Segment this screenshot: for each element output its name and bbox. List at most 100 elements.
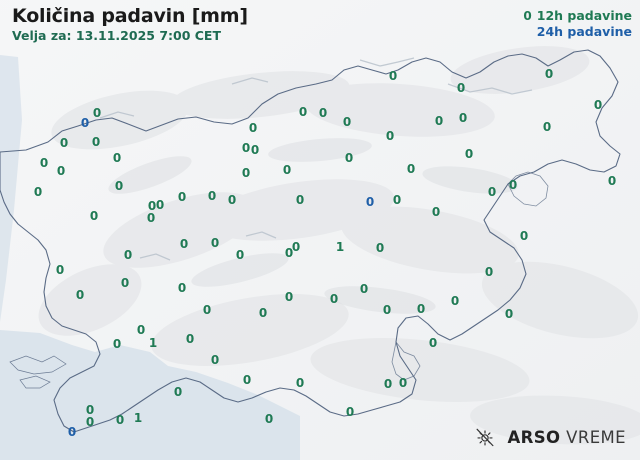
station-value[interactable]: 0 — [385, 129, 395, 143]
station-value[interactable]: 0 — [33, 185, 43, 199]
station-value[interactable]: 0 — [431, 205, 441, 219]
station-value[interactable]: 0 — [375, 241, 385, 255]
station-value[interactable]: 0 — [383, 377, 393, 391]
station-value[interactable]: 0 — [114, 179, 124, 193]
coast-detail — [9, 355, 67, 389]
legend-label-12h: 12h padavine — [536, 8, 632, 23]
station-value[interactable]: 0 — [295, 376, 305, 390]
station-value[interactable]: 0 — [227, 193, 237, 207]
station-value[interactable]: 0 — [607, 174, 617, 188]
station-value[interactable]: 0 — [508, 178, 518, 192]
legend-item-24h: 0 24h padavine — [523, 24, 632, 40]
station-value[interactable]: 1 — [148, 336, 158, 350]
station-value[interactable]: 1 — [133, 411, 143, 425]
station-value[interactable]: 0 — [39, 156, 49, 170]
station-value[interactable]: 0 — [284, 246, 294, 260]
station-value[interactable]: 0 — [177, 190, 187, 204]
station-value[interactable]: 0 — [115, 413, 125, 427]
relief-shading — [38, 46, 640, 451]
brand-arso: ARSO — [507, 427, 561, 447]
station-value[interactable]: 0 — [202, 303, 212, 317]
station-value[interactable]: 0 — [456, 81, 466, 95]
legend: 0 12h padavine 0 24h padavine — [523, 8, 632, 40]
station-value[interactable]: 0 — [264, 412, 274, 426]
station-value[interactable]: 0 — [146, 211, 156, 225]
station-value[interactable]: 0 — [458, 111, 468, 125]
station-value[interactable]: 0 — [388, 69, 398, 83]
slovenia-border — [0, 49, 621, 433]
station-value[interactable]: 0 — [258, 306, 268, 320]
station-value[interactable]: 0 — [67, 425, 77, 439]
station-value[interactable]: 0 — [593, 98, 603, 112]
internal-boundaries — [391, 171, 549, 381]
station-value[interactable]: 0 — [56, 164, 66, 178]
station-value[interactable]: 0 — [318, 106, 328, 120]
station-value[interactable]: 0 — [248, 121, 258, 135]
station-value[interactable]: 0 — [406, 162, 416, 176]
station-value[interactable]: 0 — [59, 136, 69, 150]
station-value[interactable]: 0 — [241, 166, 251, 180]
station-value[interactable]: 0 — [345, 405, 355, 419]
station-value[interactable]: 0 — [89, 209, 99, 223]
station-value[interactable]: 0 — [120, 276, 130, 290]
station-value[interactable]: 0 — [392, 193, 402, 207]
station-value[interactable]: 0 — [398, 376, 408, 390]
station-value[interactable]: 0 — [450, 294, 460, 308]
rivers — [99, 57, 533, 261]
station-value[interactable]: 0 — [112, 151, 122, 165]
station-value[interactable]: 0 — [241, 141, 251, 155]
station-value[interactable]: 0 — [298, 105, 308, 119]
station-value[interactable]: 0 — [519, 229, 529, 243]
station-value[interactable]: 0 — [235, 248, 245, 262]
legend-sample-12h: 0 — [523, 9, 532, 23]
station-value[interactable]: 0 — [179, 237, 189, 251]
legend-item-12h: 0 12h padavine — [523, 8, 632, 24]
station-value[interactable]: 0 — [91, 135, 101, 149]
station-value[interactable]: 0 — [92, 106, 102, 120]
station-value[interactable]: 0 — [155, 198, 165, 212]
legend-label-24h: 24h padavine — [536, 24, 632, 39]
station-value[interactable]: 0 — [365, 195, 375, 209]
station-value[interactable]: 1 — [335, 240, 345, 254]
sun-rays-icon — [476, 428, 493, 447]
station-value[interactable]: 0 — [55, 263, 65, 277]
station-value[interactable]: 0 — [359, 282, 369, 296]
station-value[interactable]: 0 — [75, 288, 85, 302]
station-value[interactable]: 0 — [136, 323, 146, 337]
station-value[interactable]: 0 — [295, 193, 305, 207]
station-value[interactable]: 0 — [542, 120, 552, 134]
station-value[interactable]: 0 — [428, 336, 438, 350]
station-value[interactable]: 0 — [242, 373, 252, 387]
station-value[interactable]: 0 — [504, 307, 514, 321]
station-value[interactable]: 0 — [85, 403, 95, 417]
station-value[interactable]: 0 — [416, 302, 426, 316]
station-value[interactable]: 0 — [80, 116, 90, 130]
station-value[interactable]: 0 — [85, 415, 95, 429]
station-value[interactable]: 0 — [344, 151, 354, 165]
station-value[interactable]: 0 — [210, 236, 220, 250]
station-value[interactable]: 0 — [484, 265, 494, 279]
station-value[interactable]: 0 — [284, 290, 294, 304]
station-value[interactable]: 0 — [185, 332, 195, 346]
arso-vreme-logo: ARSO VREME — [474, 426, 627, 448]
station-value[interactable]: 0 — [123, 248, 133, 262]
station-value[interactable]: 0 — [207, 189, 217, 203]
station-value[interactable]: 0 — [177, 281, 187, 295]
station-value[interactable]: 0 — [342, 115, 352, 129]
station-value[interactable]: 0 — [544, 67, 554, 81]
station-value[interactable]: 0 — [210, 353, 220, 367]
station-value[interactable]: 0 — [147, 199, 157, 213]
brand-text: ARSO VREME — [508, 428, 627, 447]
station-value[interactable]: 0 — [250, 143, 260, 157]
station-value[interactable]: 0 — [434, 114, 444, 128]
station-value[interactable]: 0 — [464, 147, 474, 161]
station-value[interactable]: 0 — [382, 303, 392, 317]
station-value[interactable]: 0 — [282, 163, 292, 177]
station-value[interactable]: 0 — [173, 385, 183, 399]
station-value[interactable]: 0 — [112, 337, 122, 351]
station-value[interactable]: 0 — [487, 185, 497, 199]
station-value[interactable]: 0 — [291, 240, 301, 254]
station-value[interactable]: 0 — [329, 292, 339, 306]
